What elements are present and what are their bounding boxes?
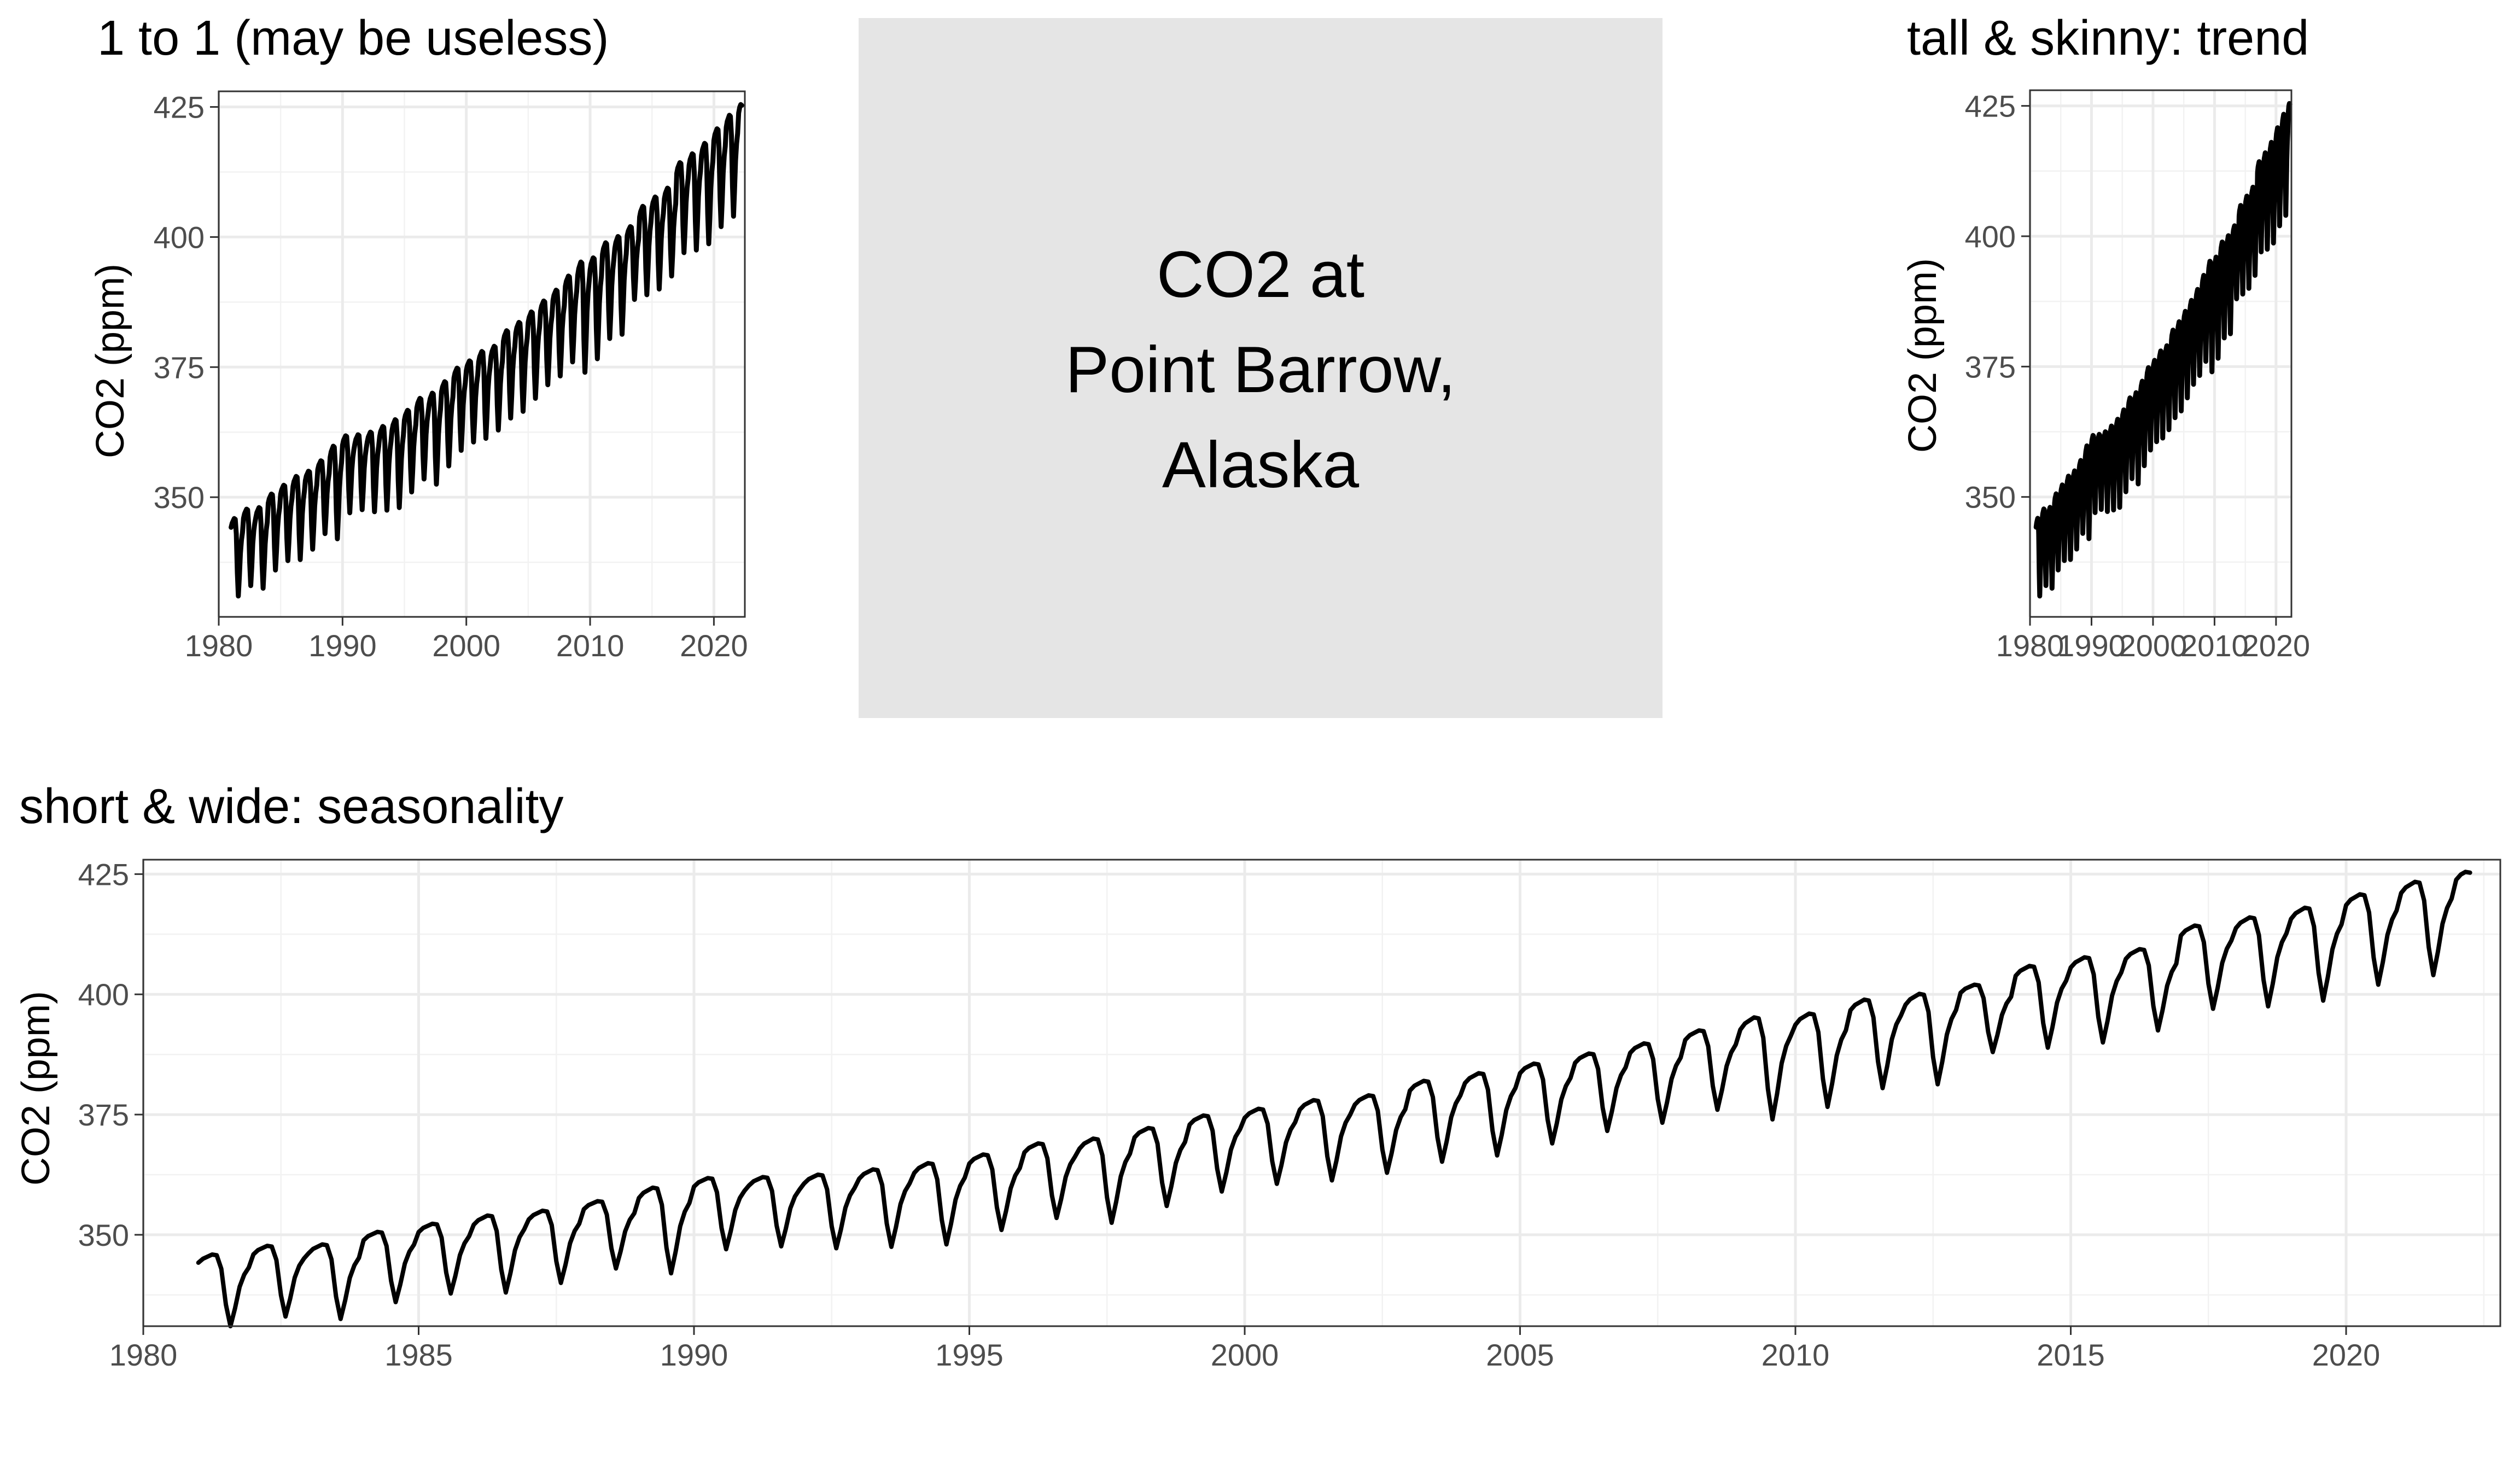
square-y-tick-label-350: 350 bbox=[154, 480, 205, 515]
wide-chart-grid bbox=[142, 860, 2500, 1326]
wide-y-tick-label-425: 425 bbox=[78, 857, 129, 891]
wide-chart-title: short & wide: seasonality bbox=[19, 779, 564, 834]
square-y-tick-label-400: 400 bbox=[154, 220, 205, 254]
wide-y-tick-label-350: 350 bbox=[78, 1218, 129, 1252]
square-x-tick-label-1980: 1980 bbox=[185, 628, 253, 663]
square-chart-y-axis-title: CO2 (ppm) bbox=[89, 264, 132, 458]
tall-x-tick-label-1990: 1990 bbox=[2057, 628, 2126, 663]
wide-x-tick-label-2015: 2015 bbox=[2037, 1338, 2105, 1372]
panel-wide-chart: short & wide: seasonality CO2 (ppm) 1980… bbox=[14, 779, 2501, 1372]
tall-x-tick-label-2010: 2010 bbox=[2180, 628, 2249, 663]
wide-x-tick-label-1985: 1985 bbox=[384, 1338, 453, 1372]
wide-x-tick-label-2000: 2000 bbox=[1211, 1338, 1279, 1372]
title-box-line-2: Point Barrow, bbox=[1065, 333, 1456, 406]
square-chart-frame bbox=[218, 90, 746, 618]
tall-x-tick-label-2020: 2020 bbox=[2242, 628, 2311, 663]
square-y-tick-label-375: 375 bbox=[154, 350, 205, 384]
square-chart-ticks: 1980 1990 2000 2010 2020 350 375 400 425 bbox=[154, 90, 748, 663]
square-chart-series bbox=[229, 102, 744, 599]
tall-x-tick-label-1980: 1980 bbox=[1996, 628, 2064, 663]
wide-y-tick-label-375: 375 bbox=[78, 1098, 129, 1132]
title-box-background bbox=[859, 18, 1662, 718]
wide-x-tick-label-1990: 1990 bbox=[660, 1338, 728, 1372]
tall-chart-y-axis-title: CO2 (ppm) bbox=[1901, 258, 1945, 453]
wide-x-tick-label-2020: 2020 bbox=[2312, 1338, 2381, 1372]
wide-chart-y-axis-title: CO2 (ppm) bbox=[14, 991, 58, 1186]
tall-y-tick-label-350: 350 bbox=[1965, 480, 2016, 515]
tall-y-tick-label-425: 425 bbox=[1965, 89, 2016, 124]
title-box: CO2 at Point Barrow, Alaska bbox=[859, 18, 1662, 718]
wide-co2-line bbox=[196, 870, 2472, 1328]
wide-y-tick-label-400: 400 bbox=[78, 977, 129, 1012]
square-co2-line bbox=[229, 102, 744, 599]
title-box-line-1: CO2 at bbox=[1157, 238, 1364, 311]
wide-x-tick-label-1980: 1980 bbox=[109, 1338, 178, 1372]
tall-chart-title: tall & skinny: trend bbox=[1907, 11, 2309, 66]
wide-chart-series bbox=[196, 870, 2472, 1328]
tall-y-tick-label-375: 375 bbox=[1965, 349, 2016, 384]
wide-x-tick-label-2010: 2010 bbox=[1761, 1338, 1830, 1372]
tall-co2-line bbox=[2033, 101, 2292, 599]
square-x-tick-label-2020: 2020 bbox=[680, 628, 748, 663]
wide-x-tick-label-1995: 1995 bbox=[935, 1338, 1004, 1372]
square-chart-title: 1 to 1 (may be useless) bbox=[97, 11, 609, 66]
tall-x-tick-label-2000: 2000 bbox=[2119, 628, 2188, 663]
wide-x-tick-label-2005: 2005 bbox=[1486, 1338, 1554, 1372]
square-x-tick-label-2010: 2010 bbox=[556, 628, 625, 663]
tall-chart-frame bbox=[2029, 89, 2292, 618]
wide-chart-frame bbox=[142, 859, 2501, 1327]
panel-square-chart: 1 to 1 (may be useless) CO2 (ppm) 1980 19… bbox=[89, 11, 748, 663]
title-box-line-3: Alaska bbox=[1162, 428, 1359, 501]
square-x-tick-label-1990: 1990 bbox=[308, 628, 377, 663]
tall-chart-series bbox=[2033, 101, 2292, 599]
tall-y-tick-label-400: 400 bbox=[1965, 219, 2016, 254]
square-x-tick-label-2000: 2000 bbox=[432, 628, 500, 663]
wide-chart-ticks: 1980 1985 1990 1995 2000 2005 2010 2015 2020 350 3… bbox=[78, 857, 2381, 1372]
square-y-tick-label-425: 425 bbox=[154, 90, 205, 125]
panel-tall-chart: tall & skinny: trend CO2 (ppm) 198019902… bbox=[1901, 11, 2310, 663]
wide-plot-background bbox=[143, 860, 2500, 1326]
